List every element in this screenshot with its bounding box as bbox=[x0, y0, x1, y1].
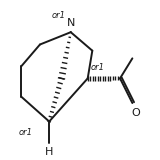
Text: or1: or1 bbox=[52, 11, 65, 20]
Text: or1: or1 bbox=[91, 63, 105, 72]
Text: O: O bbox=[132, 108, 141, 118]
Text: or1: or1 bbox=[18, 128, 32, 137]
Text: N: N bbox=[67, 18, 75, 28]
Text: H: H bbox=[45, 147, 53, 157]
